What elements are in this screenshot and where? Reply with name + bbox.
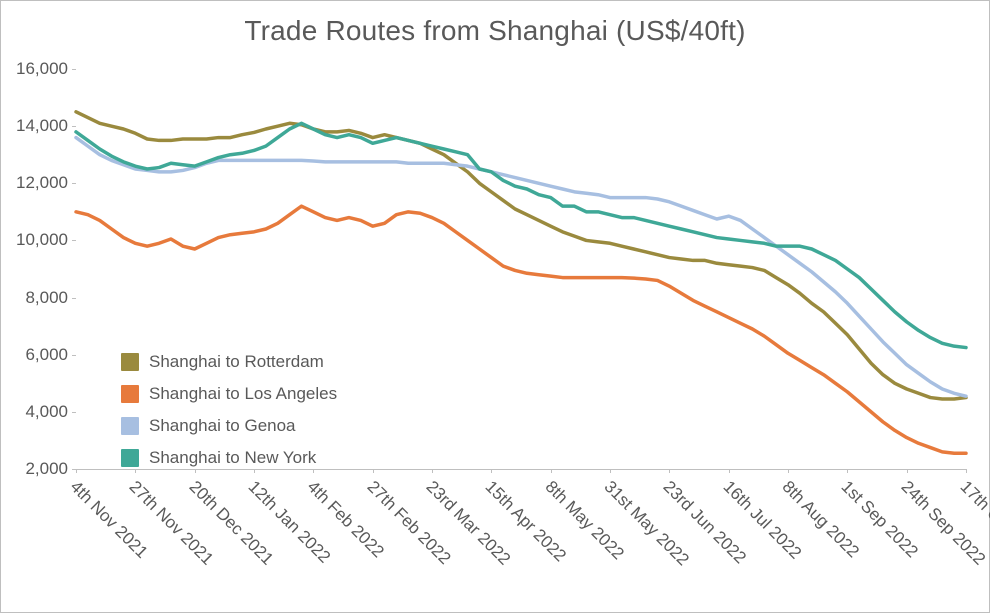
- y-tick-label: 6,000: [25, 345, 76, 365]
- y-tick-label: 16,000: [16, 59, 76, 79]
- y-tick-label: 14,000: [16, 116, 76, 136]
- x-tick-mark: [788, 469, 789, 473]
- series-line: [76, 123, 966, 347]
- y-tick-mark: [72, 355, 76, 356]
- x-tick-mark: [373, 469, 374, 473]
- x-tick-mark: [729, 469, 730, 473]
- legend-item: Shanghai to Rotterdam: [121, 346, 337, 378]
- legend-swatch: [121, 449, 139, 467]
- legend-swatch: [121, 353, 139, 371]
- legend-swatch: [121, 417, 139, 435]
- legend-label: Shanghai to Genoa: [149, 416, 296, 436]
- y-tick-label: 10,000: [16, 230, 76, 250]
- legend-swatch: [121, 385, 139, 403]
- y-tick-mark: [72, 298, 76, 299]
- legend-item: Shanghai to New York: [121, 442, 337, 474]
- x-tick-mark: [432, 469, 433, 473]
- x-tick-mark: [76, 469, 77, 473]
- x-tick-mark: [491, 469, 492, 473]
- y-tick-label: 8,000: [25, 288, 76, 308]
- chart-title: Trade Routes from Shanghai (US$/40ft): [1, 15, 989, 47]
- y-tick-label: 2,000: [25, 459, 76, 479]
- y-tick-mark: [72, 183, 76, 184]
- y-tick-label: 12,000: [16, 173, 76, 193]
- x-tick-mark: [669, 469, 670, 473]
- x-tick-mark: [610, 469, 611, 473]
- legend-label: Shanghai to Rotterdam: [149, 352, 324, 372]
- legend: Shanghai to Rotterdam Shanghai to Los Ang…: [121, 346, 337, 474]
- x-tick-mark: [551, 469, 552, 473]
- y-tick-mark: [72, 240, 76, 241]
- legend-label: Shanghai to Los Angeles: [149, 384, 337, 404]
- x-tick-mark: [966, 469, 967, 473]
- y-tick-label: 4,000: [25, 402, 76, 422]
- legend-item: Shanghai to Genoa: [121, 410, 337, 442]
- x-tick-mark: [847, 469, 848, 473]
- chart-frame: Trade Routes from Shanghai (US$/40ft) 2,…: [0, 0, 990, 613]
- y-tick-mark: [72, 69, 76, 70]
- legend-label: Shanghai to New York: [149, 448, 316, 468]
- y-tick-mark: [72, 126, 76, 127]
- x-tick-mark: [907, 469, 908, 473]
- y-tick-mark: [72, 412, 76, 413]
- legend-item: Shanghai to Los Angeles: [121, 378, 337, 410]
